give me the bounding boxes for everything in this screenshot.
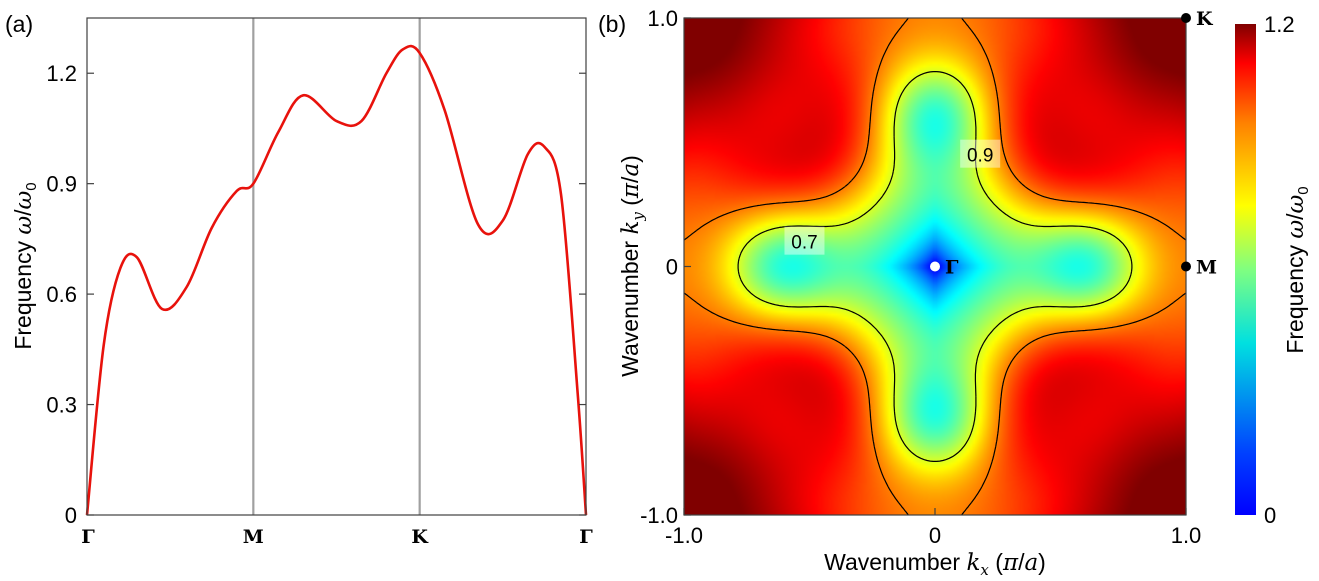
contour-0.7 <box>737 71 1133 462</box>
plot-a-frame <box>86 17 587 516</box>
x-tick-label: K <box>411 526 429 548</box>
panel-a: (a) 0 0.3 0.6 0.9 1.2 Γ M K Γ Frequency ω/ω0 <box>5 11 593 548</box>
colorbar-label: Frequency ω/ω0 <box>1282 186 1312 353</box>
y-tick-label: 0 <box>65 503 77 528</box>
point-marker <box>1181 13 1191 23</box>
y-tick-label: 1.2 <box>46 61 77 86</box>
y-tick-label: 0.9 <box>46 172 77 197</box>
contour-0.9 <box>684 18 1186 515</box>
colorbar: 01.2 Frequency ω/ω0 <box>1235 12 1312 528</box>
map-y-axis-label: Wavenumber ky (π/a) <box>617 155 647 377</box>
y-axis-ticks: 0 0.3 0.6 0.9 1.2 <box>46 61 586 528</box>
contour-label-bg <box>960 139 1001 168</box>
contour-label-bg <box>784 226 825 255</box>
y-axis-label: Frequency ω/ω0 <box>10 182 40 349</box>
contour-label: 0.7 <box>791 233 817 254</box>
point-label: M <box>1196 257 1217 279</box>
map-axis-ticks: -1.0 0 1.0 -1.0 0 1.0 <box>640 6 1201 548</box>
y-tick-label: 1.0 <box>647 6 678 31</box>
x-tick-label: Γ <box>81 526 95 548</box>
panel-b-label: (b) <box>598 11 626 37</box>
y-tick-label: 0.6 <box>46 282 77 307</box>
point-marker <box>930 261 940 272</box>
contour-lines <box>684 18 1186 515</box>
point-marker <box>1181 261 1191 272</box>
x-tick-label: -1.0 <box>665 523 703 548</box>
panel-b: (b) -1.0 0 1.0 -1.0 0 1.0 0.7 0.9 Γ M K Wavenumb… <box>598 6 1217 579</box>
symmetry-lines <box>252 18 421 515</box>
x-tick-label: 1.0 <box>1171 523 1202 548</box>
x-tick-label: M <box>243 526 264 548</box>
contour-label: 0.9 <box>967 146 993 167</box>
panel-a-label: (a) <box>5 11 33 37</box>
contour-labels: 0.7 0.9 <box>784 139 1001 255</box>
symmetry-points: Γ M K <box>930 8 1217 279</box>
map-x-axis-label: Wavenumber kx (π/a) <box>824 549 1046 579</box>
y-tick-label: 0 <box>666 255 678 280</box>
y-tick-label: 0.3 <box>46 393 77 418</box>
point-label: Γ <box>945 257 959 279</box>
point-label: K <box>1196 8 1214 30</box>
dispersion-curve <box>85 44 588 516</box>
colorbar-tick-label: 1.2 <box>1264 12 1295 37</box>
y-tick-label: -1.0 <box>640 503 678 528</box>
colorbar-ticks: 01.2 <box>1264 12 1295 528</box>
colorbar-gradient <box>1235 24 1256 515</box>
x-tick-label: Γ <box>579 526 593 548</box>
colorbar-tick-label: 0 <box>1264 503 1276 528</box>
x-tick-label: 0 <box>929 523 941 548</box>
